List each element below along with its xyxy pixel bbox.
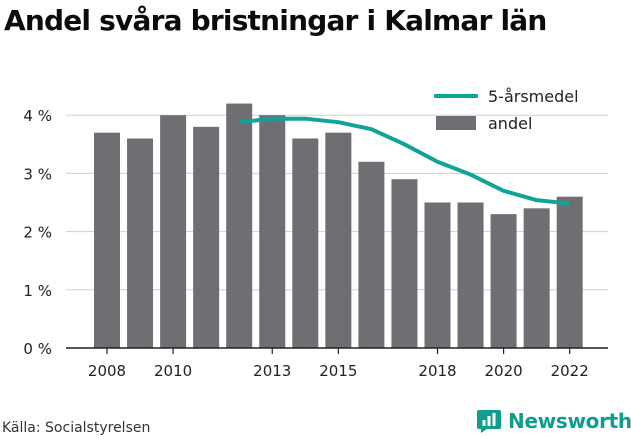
bar-2016 bbox=[358, 161, 385, 348]
x-axis: 2008 2010 2013 2015 2018 2020 2022 bbox=[66, 347, 608, 380]
line-5-arsmedel bbox=[238, 116, 570, 206]
newsworthy-logo-icon bbox=[477, 410, 501, 433]
legend-label-andel: andel bbox=[488, 114, 532, 133]
bar-2020 bbox=[490, 214, 517, 348]
bar-2012 bbox=[226, 103, 253, 348]
legend-bar-swatch bbox=[436, 116, 476, 130]
bar-2015 bbox=[325, 132, 352, 348]
x-tick-label: 2018 bbox=[418, 362, 456, 380]
bar-2008 bbox=[94, 132, 120, 348]
bar-2010 bbox=[160, 115, 187, 348]
brand-name: Newsworthy bbox=[508, 409, 631, 433]
y-axis-ticks: 0 % 1 % 2 % 3 % 4 % bbox=[23, 107, 52, 358]
y-tick-label: 0 % bbox=[23, 340, 52, 358]
y-tick-label: 3 % bbox=[23, 165, 52, 183]
bar-2022 bbox=[556, 196, 583, 348]
x-tick-label: 2020 bbox=[485, 362, 523, 380]
y-tick-label: 4 % bbox=[23, 107, 52, 125]
line-series bbox=[238, 116, 570, 206]
x-tick-label: 2008 bbox=[88, 362, 126, 380]
bar-2021 bbox=[523, 208, 550, 348]
x-tick-label: 2010 bbox=[154, 362, 192, 380]
bar-2013 bbox=[259, 115, 286, 348]
y-tick-label: 1 % bbox=[23, 282, 52, 300]
bar-2014 bbox=[292, 138, 319, 348]
y-tick-label: 2 % bbox=[23, 224, 52, 242]
x-tick-label: 2015 bbox=[319, 362, 357, 380]
bar-2018 bbox=[424, 202, 451, 348]
bar-series bbox=[94, 103, 583, 348]
bar-2017 bbox=[391, 179, 418, 348]
bar-2009 bbox=[127, 138, 154, 348]
legend: 5-årsmedel andel bbox=[434, 87, 579, 133]
bar-2011 bbox=[193, 126, 220, 348]
chart-title: Andel svåra bristningar i Kalmar län bbox=[4, 4, 547, 37]
bar-2019 bbox=[457, 202, 484, 348]
source-label: Källa: Socialstyrelsen bbox=[2, 420, 151, 436]
legend-label-5-arsmedel: 5-årsmedel bbox=[488, 87, 579, 106]
brand-logo: Newsworthy bbox=[476, 408, 631, 434]
x-tick-label: 2013 bbox=[253, 362, 291, 380]
x-tick-label: 2022 bbox=[551, 362, 589, 380]
